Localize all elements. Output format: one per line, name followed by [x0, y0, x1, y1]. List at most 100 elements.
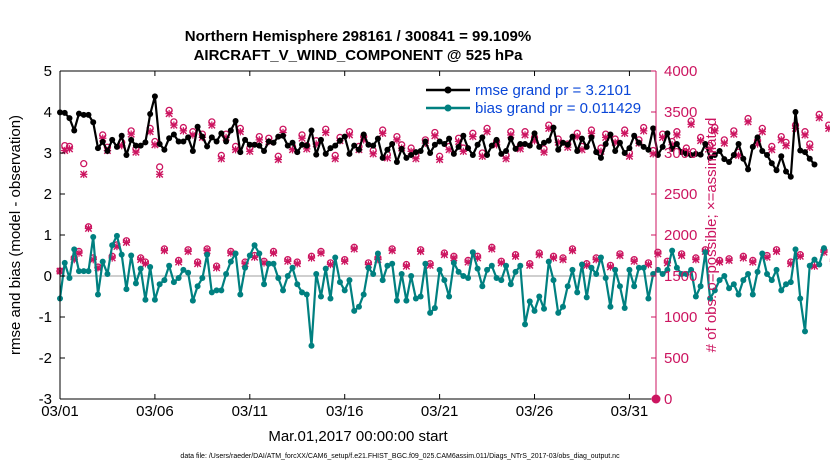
rmse-point: [792, 109, 799, 115]
rmse-point: [180, 138, 187, 145]
x-tick-label: 03/06: [136, 403, 174, 420]
obs-assimilated-marker: [416, 247, 425, 256]
rmse-point: [289, 139, 296, 146]
rmse-point: [688, 152, 695, 159]
rmse-point: [783, 168, 790, 175]
rmse-point: [460, 132, 467, 139]
obs-assimilated-marker: [725, 256, 733, 265]
bias-point: [664, 266, 671, 273]
obs-assimilated-marker: [127, 130, 135, 138]
bias-point: [493, 275, 500, 282]
obs-assimilated-marker: [815, 114, 823, 122]
obs-assimilated-marker: [630, 257, 638, 265]
obs-assimilated-marker: [758, 127, 766, 136]
rmse-point: [132, 142, 139, 149]
rmse-point: [574, 147, 581, 154]
rmse-point: [208, 134, 215, 141]
obs-assimilated-marker: [160, 246, 169, 255]
y-tick-label-left: 2: [44, 186, 52, 203]
x-tick-label: 03/26: [516, 403, 554, 420]
rmse-point: [156, 140, 163, 147]
obs-assimilated-marker: [402, 262, 411, 270]
obs-assimilated-marker: [801, 131, 809, 139]
bias-point: [578, 261, 585, 268]
y-axis-label-left: rmse and bias (model - observation): [7, 115, 24, 355]
rmse-point: [569, 133, 576, 140]
bias-point: [151, 296, 158, 303]
bias-point: [270, 260, 277, 267]
obs-assimilated-marker: [388, 246, 396, 255]
rmse-point: [284, 142, 291, 149]
y-tick-label-right: 500: [664, 350, 689, 367]
rmse-point: [759, 147, 766, 154]
rmse-point: [218, 130, 225, 137]
rmse-point: [294, 149, 301, 156]
bias-point: [545, 258, 552, 265]
bias-point: [749, 291, 756, 298]
bias-point: [175, 275, 182, 282]
x-tick-label: 03/01: [41, 403, 79, 420]
rmse-point: [626, 145, 633, 152]
bias-point: [75, 268, 82, 275]
bias-point: [251, 242, 258, 249]
rmse-point: [80, 111, 87, 118]
bias-point: [569, 266, 576, 273]
obs-assimilated-marker: [511, 252, 520, 261]
rmse-point: [683, 150, 690, 157]
obs-assimilated-marker: [217, 155, 226, 163]
rmse-point: [75, 110, 82, 117]
bias-point: [640, 264, 647, 271]
y-tick-label-left: -1: [39, 309, 52, 326]
obs-assimilated-marker: [184, 247, 192, 256]
rmse-point: [517, 140, 524, 147]
bias-point: [697, 283, 704, 290]
bias-point: [441, 277, 448, 284]
bias-point: [218, 287, 225, 294]
bias-point: [346, 277, 353, 284]
obs-assimilated-marker: [75, 249, 83, 257]
obs-assimilated-marker: [772, 247, 781, 256]
ticks-layer: -3 -2 -1 0 1 2 3 4 5 0 500 1000 1500 2000 2500 3000 3500…: [39, 63, 698, 420]
rmse-point: [802, 149, 808, 156]
rmse-point: [797, 147, 804, 154]
bias-point: [702, 249, 709, 256]
rmse-point: [474, 141, 481, 148]
rmse-point: [280, 132, 287, 139]
rmse-point: [113, 143, 120, 150]
bias-point: [455, 268, 462, 275]
bias-point: [113, 232, 120, 239]
bias-point: [308, 342, 315, 349]
bias-point: [555, 309, 562, 316]
bias-point: [189, 297, 196, 304]
obs-assimilated-marker: [469, 132, 477, 141]
rmse-point: [531, 130, 538, 137]
bias-point: [185, 269, 192, 276]
rmse-point: [417, 147, 424, 154]
rmse-point: [346, 150, 353, 157]
rmse-point: [597, 154, 604, 161]
bias-point: [593, 270, 600, 277]
rmse-point: [142, 139, 149, 146]
bias-point: [280, 287, 287, 294]
rmse-point: [735, 140, 742, 147]
rmse-point: [379, 154, 386, 161]
obs-assimilated-marker: [165, 109, 173, 118]
obs-assimilated-marker: [179, 127, 188, 135]
bias-point: [355, 303, 362, 310]
rmse-point: [498, 150, 505, 157]
rmse-point: [512, 145, 519, 152]
bias-point: [436, 266, 443, 273]
bias-point: [199, 275, 206, 282]
bias-point: [80, 268, 87, 275]
obs-assimilated-marker: [322, 128, 330, 137]
rmse-point: [721, 156, 728, 163]
rmse-point: [322, 150, 329, 157]
bias-point: [99, 258, 106, 265]
rmse-point: [450, 150, 457, 157]
bias-point: [227, 258, 234, 265]
bias-point: [237, 291, 244, 298]
rmse-point: [773, 167, 780, 174]
bias-point: [564, 283, 571, 290]
rmse-point: [806, 155, 813, 162]
legend-rmse-label: rmse grand pr = 3.2101: [475, 82, 631, 99]
